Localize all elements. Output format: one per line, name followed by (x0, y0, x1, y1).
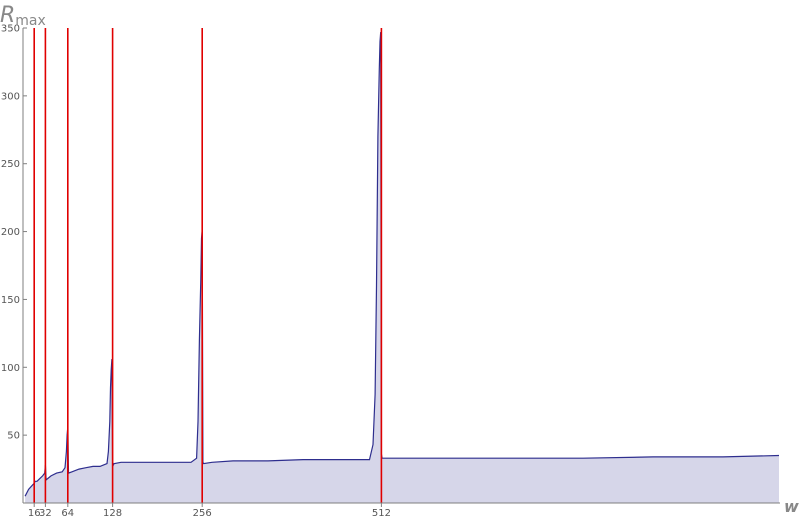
x-tick-label: 16 (28, 508, 41, 519)
x-axis-label: w (784, 497, 799, 516)
y-tick-label: 50 (7, 431, 20, 442)
series-area-fill (25, 32, 780, 503)
y-ticks: 50 100 150 200 250 300 350 (1, 24, 27, 442)
y-axis-label: Rmax (0, 3, 46, 29)
y-tick-label: 300 (1, 91, 20, 102)
x-tick-label: 128 (103, 508, 122, 519)
y-axis-label-subscript: max (15, 13, 46, 29)
series-line (24, 32, 780, 497)
x-tick-label: 64 (61, 508, 74, 519)
x-tick-label: 512 (372, 508, 391, 519)
y-tick-label: 150 (1, 295, 20, 306)
y-tick-label: 100 (1, 363, 20, 374)
x-tick-label: 256 (193, 508, 212, 519)
y-tick-label: 350 (1, 24, 20, 35)
y-tick-label: 200 (1, 227, 20, 238)
x-tick-label: 32 (39, 508, 52, 519)
y-tick-label: 250 (1, 159, 20, 170)
y-axis-label-main: R (0, 3, 15, 28)
reference-lines (33, 28, 383, 503)
